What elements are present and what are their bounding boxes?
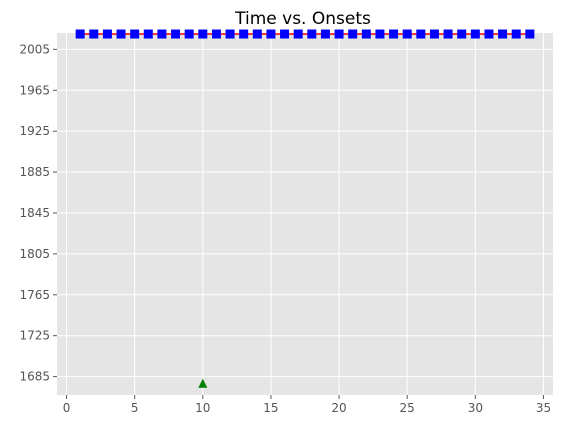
data-point [293, 29, 303, 39]
series-0 [75, 29, 535, 39]
data-point [239, 29, 249, 39]
y-tick-label: 1845 [19, 206, 50, 220]
y-tick-label: 2005 [19, 42, 50, 56]
grid [57, 33, 553, 395]
data-point [361, 29, 371, 39]
data-point [130, 29, 140, 39]
data-point [225, 29, 235, 39]
data-point [416, 29, 426, 39]
data-point [334, 29, 344, 39]
data-point [211, 29, 221, 39]
series-1 [198, 378, 208, 388]
data-point [89, 29, 99, 39]
data-point [280, 29, 290, 39]
chart-title: Time vs. Onsets [234, 9, 371, 29]
tick-labels: 0 5 10 15 20 25 30 35 1685 1725 1765 1805 1845 1885 19… [19, 42, 551, 415]
x-tick-label: 30 [468, 401, 483, 415]
data-point [184, 29, 194, 39]
data-point [266, 29, 276, 39]
series-layer [75, 29, 535, 388]
plot-area [57, 33, 553, 395]
y-tick-label: 1725 [19, 329, 50, 343]
y-tick-label: 1925 [19, 124, 50, 138]
data-point [402, 29, 412, 39]
data-point [320, 29, 330, 39]
x-tick-label: 15 [263, 401, 278, 415]
data-point [470, 29, 480, 39]
data-point [484, 29, 494, 39]
data-point [443, 29, 453, 39]
x-tick-label: 10 [195, 401, 210, 415]
data-point [348, 29, 358, 39]
data-point [525, 29, 535, 39]
data-point [375, 29, 385, 39]
y-tick-label: 1965 [19, 83, 50, 97]
data-point [75, 29, 85, 39]
x-tick-label: 0 [63, 401, 71, 415]
x-tick-label: 5 [131, 401, 139, 415]
data-point [116, 29, 126, 39]
y-tick-label: 1885 [19, 165, 50, 179]
y-tick-label: 1805 [19, 247, 50, 261]
data-point [389, 29, 399, 39]
data-point [511, 29, 521, 39]
data-point [171, 29, 181, 39]
x-tick-label: 20 [331, 401, 346, 415]
data-point [429, 29, 439, 39]
x-tick-label: 35 [536, 401, 551, 415]
data-point [498, 29, 508, 39]
y-tick-label: 1765 [19, 288, 50, 302]
data-point [143, 29, 153, 39]
data-point [457, 29, 467, 39]
data-point [102, 29, 112, 39]
data-point [252, 29, 262, 39]
data-point [198, 378, 208, 388]
y-tick-label: 1685 [19, 370, 50, 384]
data-point [157, 29, 167, 39]
x-tick-label: 25 [400, 401, 415, 415]
data-point [307, 29, 317, 39]
data-point [198, 29, 208, 39]
